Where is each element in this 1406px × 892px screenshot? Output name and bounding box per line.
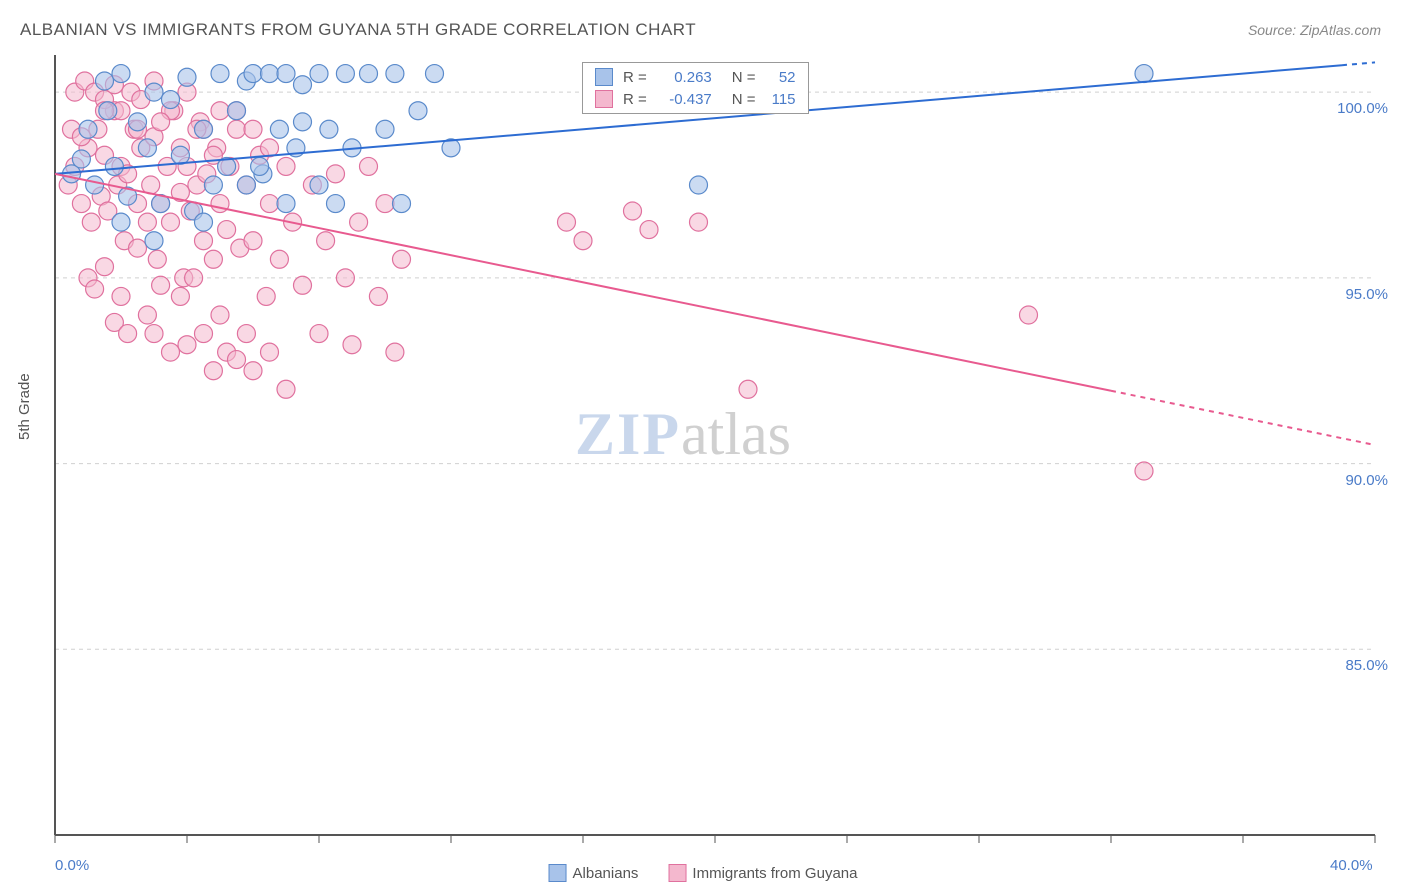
n-label: N = [732, 91, 756, 108]
legend-label-guyana: Immigrants from Guyana [692, 865, 857, 882]
x-tick-label: 0.0% [55, 857, 89, 874]
chart-container: ALBANIAN VS IMMIGRANTS FROM GUYANA 5TH G… [0, 0, 1406, 892]
legend-swatch-guyana [668, 864, 686, 882]
n-label: N = [732, 69, 756, 86]
legend-label-albanians: Albanians [573, 865, 639, 882]
r-value: 0.263 [657, 69, 712, 86]
y-tick-label: 100.0% [1337, 100, 1388, 117]
stats-swatch [595, 68, 613, 86]
bottom-legend: Albanians Immigrants from Guyana [549, 864, 858, 882]
r-label: R = [623, 69, 647, 86]
y-tick-label: 95.0% [1345, 286, 1388, 303]
n-value: 115 [766, 91, 796, 108]
stats-swatch [595, 90, 613, 108]
stats-legend-row: R = 0.263 N = 52 [583, 66, 808, 88]
legend-swatch-albanians [549, 864, 567, 882]
legend-item-albanians: Albanians [549, 864, 639, 882]
r-value: -0.437 [657, 91, 712, 108]
stats-legend-row: R = -0.437 N = 115 [583, 88, 808, 110]
stats-legend: R = 0.263 N = 52 R = -0.437 N = 115 [582, 62, 809, 114]
x-tick-label: 40.0% [1330, 857, 1373, 874]
chart-svg [0, 0, 1406, 892]
y-tick-label: 90.0% [1345, 472, 1388, 489]
r-label: R = [623, 91, 647, 108]
n-value: 52 [766, 69, 796, 86]
y-tick-label: 85.0% [1345, 657, 1388, 674]
legend-item-guyana: Immigrants from Guyana [668, 864, 857, 882]
